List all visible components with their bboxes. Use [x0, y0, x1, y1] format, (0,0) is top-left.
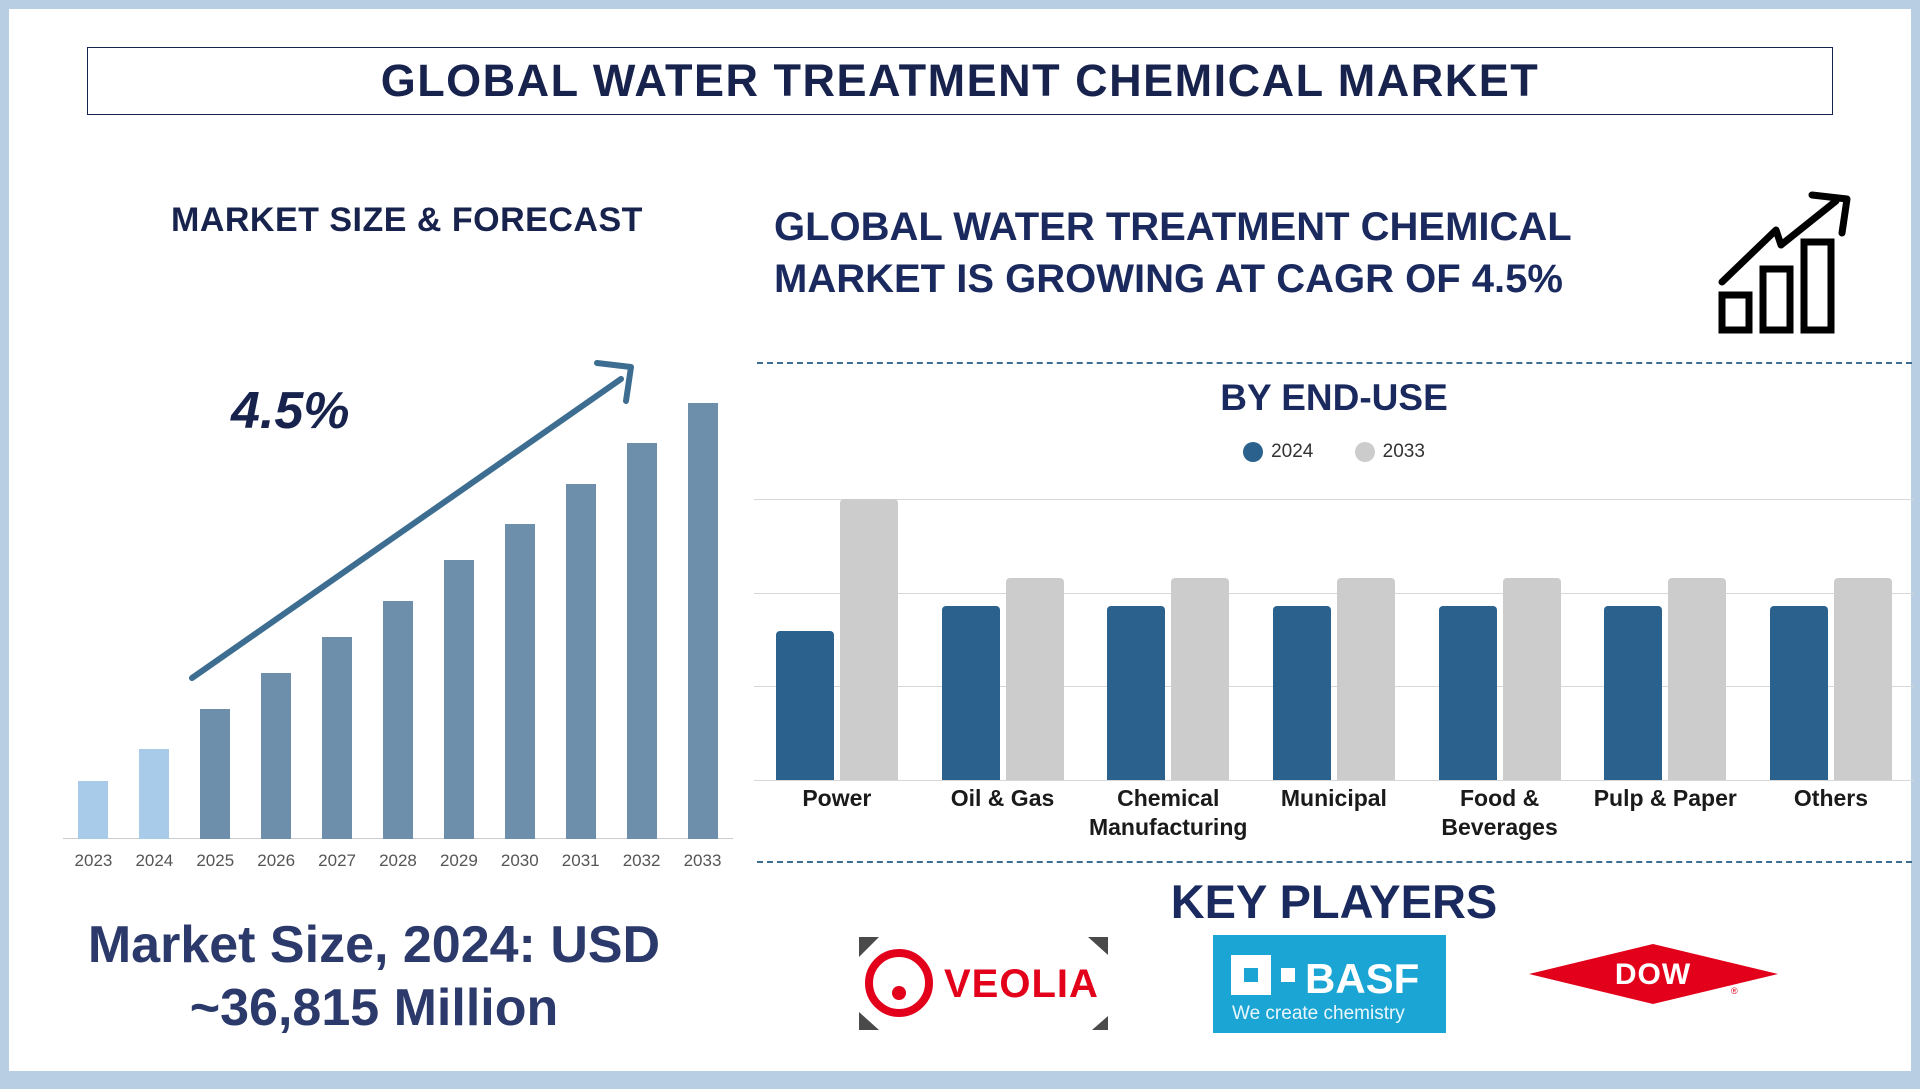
- svg-text:BASF: BASF: [1305, 955, 1419, 1002]
- svg-text:®: ®: [1731, 986, 1738, 996]
- svg-text:VEOLIA: VEOLIA: [944, 962, 1099, 1006]
- svg-text:DOW: DOW: [1615, 958, 1691, 991]
- svg-text:We create chemistry: We create chemistry: [1232, 1003, 1405, 1024]
